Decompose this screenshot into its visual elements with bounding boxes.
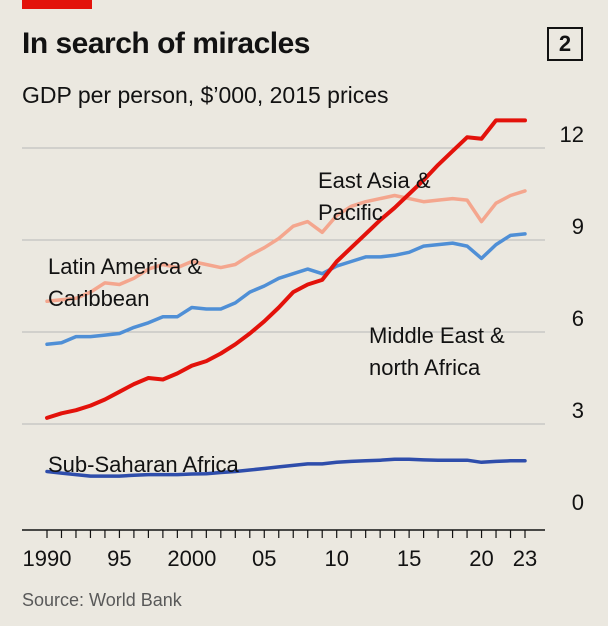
- x-tick-label: 2000: [167, 546, 216, 571]
- y-tick-label: 12: [560, 122, 584, 147]
- y-tick-label: 9: [572, 214, 584, 239]
- x-tick-label: 20: [469, 546, 493, 571]
- series-annotations: East Asia & Pacific Latin America & Caribbe…: [48, 168, 505, 477]
- x-tick-label: 15: [397, 546, 421, 571]
- x-tick-label: 1990: [23, 546, 72, 571]
- series-label: Sub-Saharan Africa: [48, 452, 240, 477]
- series-label: Pacific: [318, 200, 383, 225]
- series-label: East Asia &: [318, 168, 431, 193]
- chart-subtitle: GDP per person, $’000, 2015 prices: [22, 82, 389, 108]
- chart-number-badge: 2: [547, 27, 583, 61]
- series-line-middle-east-north-africa: [45, 232, 527, 347]
- series-line-sub-saharan-africa: [45, 457, 527, 478]
- series-label: Caribbean: [48, 286, 150, 311]
- series-label: Latin America &: [48, 254, 202, 279]
- y-tick-label: 3: [572, 398, 584, 423]
- grid-layer: 0 3 6 9 12: [22, 122, 584, 515]
- series-line-latin-america-caribbean: [45, 189, 527, 304]
- series-label: north Africa: [369, 355, 481, 380]
- y-tick-label: 6: [572, 306, 584, 331]
- x-tick-label: 23: [513, 546, 537, 571]
- source-note: Source: World Bank: [22, 590, 182, 610]
- series-label: Middle East &: [369, 323, 505, 348]
- x-tick-label: 95: [107, 546, 131, 571]
- x-axis: 1990 95 2000 05 10 15 20 23: [22, 529, 545, 571]
- chart-title: In search of miracles: [22, 27, 310, 60]
- brand-red-tab: [22, 0, 92, 9]
- series-layer: [45, 118, 527, 478]
- y-tick-label: 0: [572, 490, 584, 515]
- series-line-east-asia-pacific: [45, 118, 527, 420]
- x-tick-label: 10: [324, 546, 348, 571]
- x-tick-label: 05: [252, 546, 276, 571]
